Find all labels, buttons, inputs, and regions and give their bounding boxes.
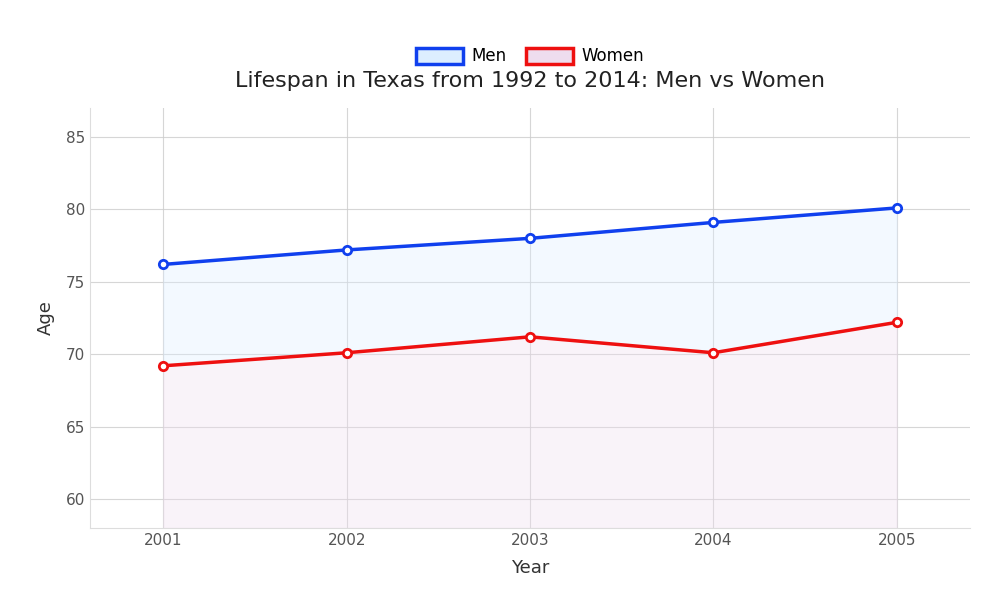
Legend: Men, Women: Men, Women bbox=[409, 41, 651, 72]
Title: Lifespan in Texas from 1992 to 2014: Men vs Women: Lifespan in Texas from 1992 to 2014: Men… bbox=[235, 71, 825, 91]
X-axis label: Year: Year bbox=[511, 559, 549, 577]
Y-axis label: Age: Age bbox=[37, 301, 55, 335]
